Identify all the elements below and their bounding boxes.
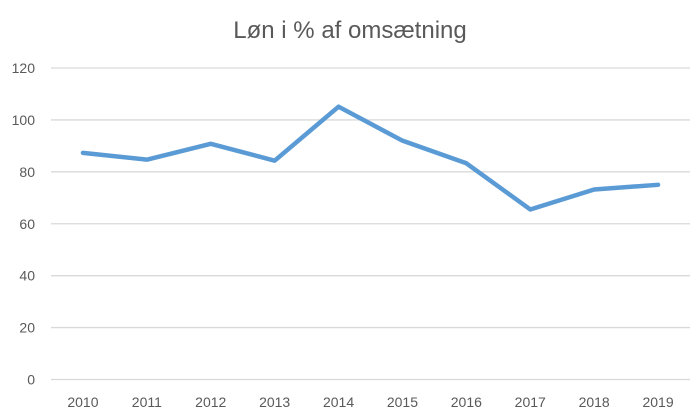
y-tick-label: 100 <box>12 112 36 128</box>
y-tick-label: 80 <box>19 164 35 180</box>
y-tick-label: 20 <box>19 320 35 336</box>
y-tick-label: 0 <box>27 372 35 388</box>
y-tick-label: 40 <box>19 268 35 284</box>
chart-title: Løn i % af omsætning <box>233 17 466 44</box>
x-tick-label: 2015 <box>387 394 418 410</box>
x-tick-label: 2016 <box>451 394 482 410</box>
x-tick-label: 2010 <box>67 394 98 410</box>
x-tick-label: 2014 <box>323 394 354 410</box>
series-line <box>80 104 661 212</box>
x-tick-label: 2019 <box>642 394 673 410</box>
x-tick-label: 2013 <box>259 394 290 410</box>
x-tick-label: 2018 <box>579 394 610 410</box>
y-tick-label: 120 <box>12 60 36 76</box>
x-tick-label: 2017 <box>515 394 546 410</box>
y-tick-label: 60 <box>19 216 35 232</box>
x-tick-label: 2011 <box>132 394 162 410</box>
x-tick-label: 2012 <box>195 394 226 410</box>
